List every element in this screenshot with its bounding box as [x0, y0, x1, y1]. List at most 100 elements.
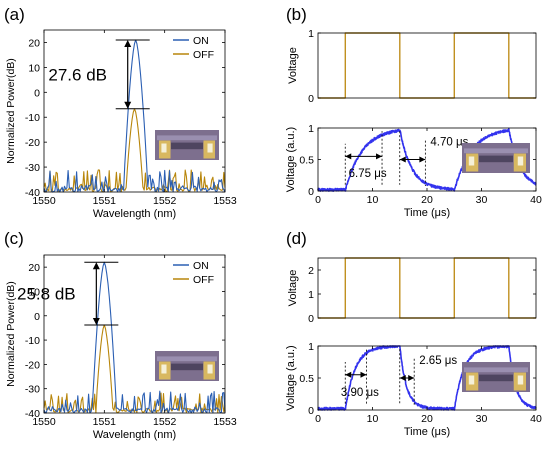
y-tick-label: 0 [308, 93, 314, 105]
spectrum-plot-c: ON OFF 25.8 dB [17, 260, 226, 414]
y-axis-label: Normalized Power(dB) [5, 281, 17, 387]
extinction-ratio-label: 27.6 dB [48, 65, 107, 84]
x-tick-label: 20 [421, 413, 433, 425]
inset-pad-right [517, 156, 524, 166]
drive-plot-d-top [318, 257, 536, 319]
y-tick-label: 10 [28, 286, 40, 298]
arrow-head [376, 153, 383, 160]
spectrum-plot-a: ON OFF 27.6 dB [43, 35, 226, 193]
plot-frame [43, 254, 226, 414]
arrow-head [92, 318, 100, 326]
x-tick-label: 1550 [32, 195, 56, 207]
x-tick-label: 40 [530, 413, 542, 425]
y-tick-label: -20 [25, 137, 40, 149]
x-tick-label: 10 [367, 194, 379, 206]
y-axis-label: Voltage (a.u.) [285, 345, 297, 410]
inset-pad-right [517, 375, 524, 385]
x-tick-label: 1552 [153, 195, 177, 207]
panel-label-b: (b) [286, 5, 307, 24]
optical-response-trace [317, 127, 537, 192]
rise-time-label: 6.75 μs [349, 168, 387, 180]
axes-a: 1550 1551 1552 1553 -40 -30 -20 -10 0 10 20 Wavelen… [5, 29, 237, 220]
x-tick-label: 1550 [32, 416, 56, 428]
y-tick-label: 2 [308, 265, 314, 277]
y-tick-label: 1 [308, 28, 314, 40]
y-tick-label: 1 [308, 341, 314, 353]
fall-time-label: 2.65 μs [419, 355, 457, 367]
device-micrograph-inset [155, 351, 219, 381]
y-axis-label: Normalized Power(dB) [5, 58, 17, 164]
inset-pad-left [468, 375, 475, 385]
y-tick-label: 1 [308, 289, 314, 301]
y-tick-label: 0 [308, 405, 314, 417]
y-tick-label: -30 [25, 384, 40, 396]
y-tick-label: 0.5 [299, 373, 314, 385]
drive-voltage-trace [318, 257, 536, 319]
axes-d-top: 0 1 2 Voltage [287, 257, 537, 325]
arrow-head [345, 153, 352, 160]
panel-label-c: (c) [4, 229, 24, 248]
extinction-ratio-label: 25.8 dB [17, 285, 76, 304]
arrow-head [399, 156, 406, 163]
inset-pad-right [207, 143, 213, 153]
drive-voltage-trace [318, 32, 536, 99]
y-tick-label: 1 [308, 123, 314, 135]
x-axis-label: Time (μs) [404, 207, 450, 219]
inset-pad-left [468, 156, 475, 166]
y-tick-label: 10 [28, 62, 40, 74]
response-plot-b-bottom: 6.75 μs 4.70 μs [317, 127, 537, 192]
plot-frame [317, 32, 537, 99]
y-tick-label: 0 [308, 186, 314, 198]
response-plot-d-bottom: 3.90 μs 2.65 μs [317, 345, 537, 411]
inset-waveguide [157, 356, 217, 362]
inset-waveguide [464, 367, 528, 373]
y-tick-label: -10 [25, 112, 40, 124]
panel-label-a: (a) [4, 5, 25, 24]
axes-b-bottom: 0 10 20 30 40 0 0.5 1 Time (μs) Voltage (a.u.) [285, 123, 542, 219]
panel-label-d: (d) [286, 229, 307, 248]
y-tick-label: 20 [28, 262, 40, 274]
arrow-head [399, 375, 406, 381]
arrow-head [360, 371, 367, 378]
axes-d-bottom: 0 10 20 30 40 0 0.5 1 Time (μs) Voltage (a.u.) [285, 341, 542, 438]
plot-frame [43, 29, 226, 193]
y-tick-label: -40 [25, 408, 40, 420]
x-tick-label: 30 [476, 413, 488, 425]
y-axis-label: Voltage [287, 270, 299, 307]
off-trace [43, 324, 226, 414]
inset-heater [479, 374, 513, 382]
inset-heater [171, 363, 203, 371]
inset-heater [171, 142, 203, 150]
x-tick-label: 1552 [153, 416, 177, 428]
arrow-head [92, 262, 100, 270]
inset-waveguide [464, 148, 528, 154]
arrow-head [124, 101, 132, 109]
legend-label-off: OFF [193, 274, 214, 286]
y-axis-label: Voltage (a.u.) [285, 127, 297, 192]
axes-c: 1550 1551 1552 1553 -40 -30 -20 -10 0 10 20 Wavelen… [5, 254, 237, 441]
x-tick-label: 1553 [213, 416, 237, 428]
on-trace [43, 39, 226, 193]
y-tick-label: -10 [25, 335, 40, 347]
inset-pad-left [161, 143, 167, 153]
legend-label-on: ON [193, 35, 209, 47]
y-tick-label: 0.5 [299, 155, 314, 167]
plot-frame [317, 257, 537, 319]
inset-waveguide [157, 135, 217, 141]
legend-label-off: OFF [193, 49, 214, 61]
axes-b-top: 0 1 Voltage [287, 28, 537, 105]
inset-pad-left [161, 364, 167, 374]
x-tick-label: 20 [421, 194, 433, 206]
y-axis-label: Voltage [287, 47, 299, 84]
x-axis-label: Wavelength (nm) [93, 429, 176, 441]
device-micrograph-inset [155, 130, 219, 160]
x-tick-label: 1553 [213, 195, 237, 207]
x-tick-label: 0 [315, 194, 321, 206]
x-tick-label: 1551 [93, 195, 117, 207]
arrow-head [124, 39, 132, 47]
y-tick-label: -30 [25, 162, 40, 174]
x-tick-label: 30 [476, 194, 488, 206]
y-tick-label: 0 [34, 87, 40, 99]
y-tick-label: 0 [308, 313, 314, 325]
device-micrograph-inset [462, 362, 530, 392]
